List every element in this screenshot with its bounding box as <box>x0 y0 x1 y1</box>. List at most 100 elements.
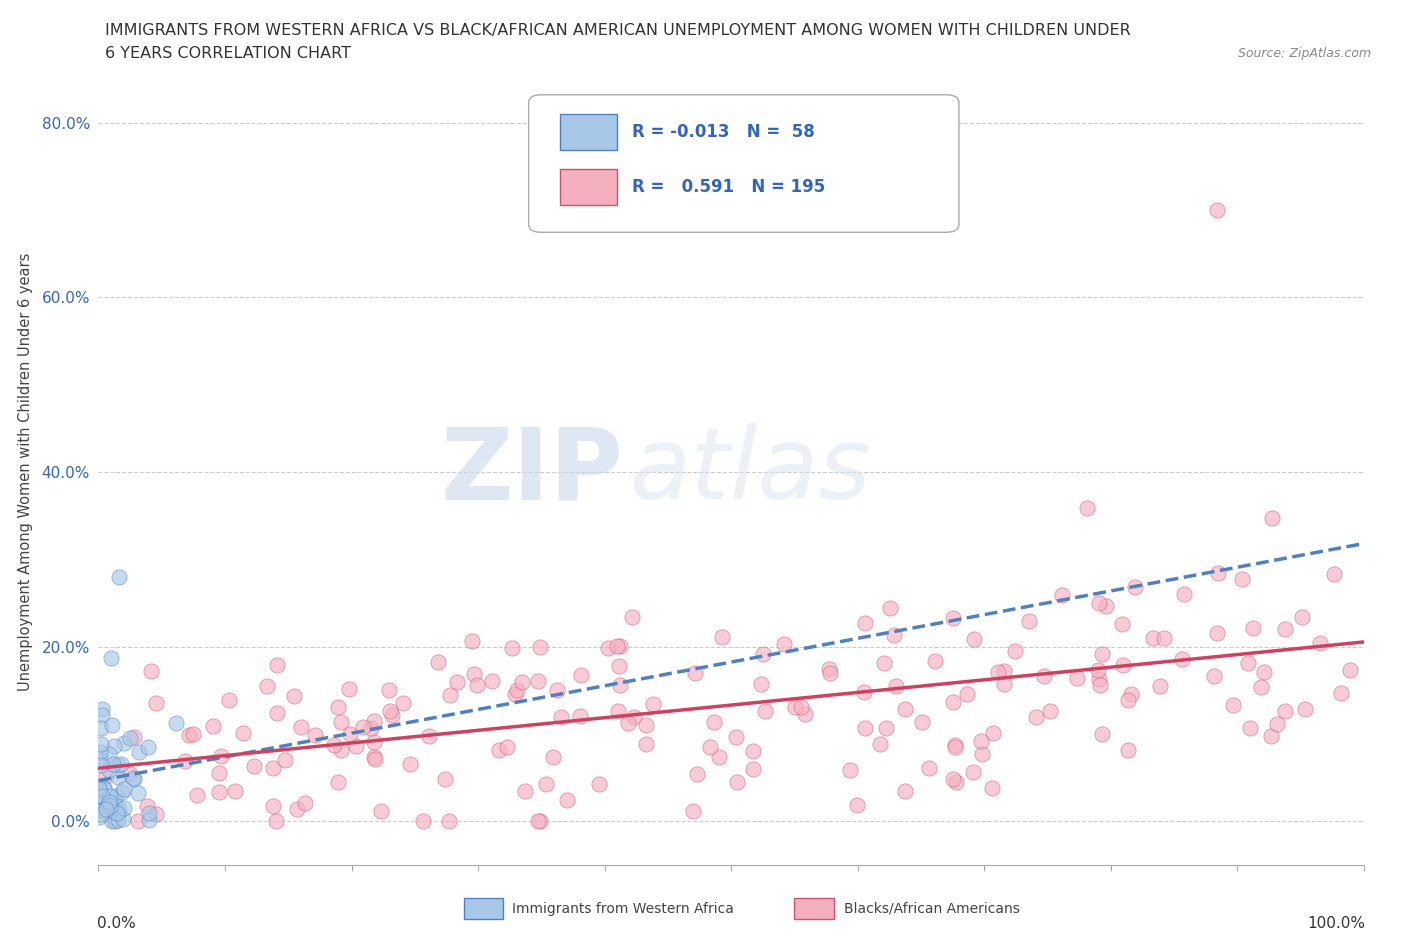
Point <box>894 783 917 798</box>
Point <box>1206 565 1229 580</box>
Text: ZIP: ZIP <box>440 423 623 521</box>
Point <box>1039 703 1062 718</box>
Point <box>981 725 1004 740</box>
Point <box>852 684 875 699</box>
Point <box>703 714 725 729</box>
Point <box>569 668 592 683</box>
Point <box>481 673 503 688</box>
Point <box>108 804 131 819</box>
Point <box>709 750 731 764</box>
Point <box>138 805 160 820</box>
Point <box>1309 636 1331 651</box>
Point <box>855 615 877 630</box>
Point <box>529 640 551 655</box>
Point <box>121 770 143 785</box>
Point <box>501 640 523 655</box>
Point <box>845 798 868 813</box>
Point <box>1111 617 1133 631</box>
Point <box>724 729 747 744</box>
Point <box>96 799 118 814</box>
Point <box>93 782 115 797</box>
Point <box>1050 588 1073 603</box>
Text: Blacks/African Americans: Blacks/African Americans <box>844 901 1019 916</box>
Point <box>118 766 141 781</box>
Point <box>682 804 704 818</box>
Point <box>107 813 129 828</box>
Point <box>505 686 527 701</box>
Point <box>607 658 630 673</box>
Point <box>98 789 121 804</box>
Point <box>89 745 111 760</box>
Point <box>326 775 349 790</box>
Point <box>101 814 124 829</box>
Point <box>101 718 124 733</box>
FancyBboxPatch shape <box>529 95 959 232</box>
Point <box>1153 631 1175 646</box>
Point <box>1267 717 1289 732</box>
Bar <box>560 169 617 205</box>
Point <box>173 753 195 768</box>
Point <box>122 771 145 786</box>
Point <box>90 708 112 723</box>
Point <box>875 720 897 735</box>
Point <box>90 806 112 821</box>
Point <box>853 721 876 736</box>
Point <box>943 739 966 754</box>
Point <box>439 687 461 702</box>
Point <box>128 745 150 760</box>
Text: atlas: atlas <box>630 423 872 521</box>
Point <box>294 796 316 811</box>
Point <box>588 777 610 791</box>
Point <box>463 667 485 682</box>
Point <box>911 714 934 729</box>
Point <box>323 737 346 752</box>
Point <box>1222 698 1244 712</box>
Point <box>894 701 917 716</box>
Point <box>555 792 578 807</box>
Point <box>127 786 149 801</box>
Point <box>112 736 135 751</box>
Point <box>465 678 488 693</box>
Point <box>569 709 592 724</box>
Point <box>1076 501 1098 516</box>
Point <box>1112 658 1135 673</box>
Point <box>145 696 167 711</box>
Text: IMMIGRANTS FROM WESTERN AFRICA VS BLACK/AFRICAN AMERICAN UNEMPLOYMENT AMONG WOME: IMMIGRANTS FROM WESTERN AFRICA VS BLACK/… <box>105 23 1132 38</box>
Point <box>433 772 456 787</box>
Point <box>90 737 112 751</box>
Point <box>108 569 131 584</box>
Point <box>924 654 946 669</box>
Point <box>97 746 120 761</box>
Point <box>326 699 349 714</box>
Point <box>98 798 121 813</box>
Point <box>609 678 631 693</box>
Point <box>1274 622 1296 637</box>
Point <box>596 641 619 656</box>
Point <box>89 780 111 795</box>
Point <box>97 799 120 814</box>
Point <box>1116 693 1139 708</box>
Point <box>90 720 112 735</box>
Point <box>1339 662 1361 677</box>
Point <box>107 757 129 772</box>
Point <box>943 737 966 752</box>
Point <box>1250 680 1272 695</box>
Point <box>1087 663 1109 678</box>
Point <box>93 780 115 795</box>
Point <box>754 703 776 718</box>
Text: Immigrants from Western Africa: Immigrants from Western Africa <box>512 901 734 916</box>
Point <box>785 699 807 714</box>
Point <box>91 803 114 817</box>
Point <box>550 710 572 724</box>
Point <box>363 713 385 728</box>
Point <box>1274 703 1296 718</box>
Point <box>370 804 392 818</box>
Point <box>636 718 658 733</box>
Point <box>1171 651 1194 666</box>
Text: 100.0%: 100.0% <box>1308 916 1365 930</box>
Point <box>793 707 815 722</box>
Point <box>1149 678 1171 693</box>
Point <box>107 801 129 816</box>
Point <box>103 805 125 820</box>
Point <box>339 726 361 741</box>
